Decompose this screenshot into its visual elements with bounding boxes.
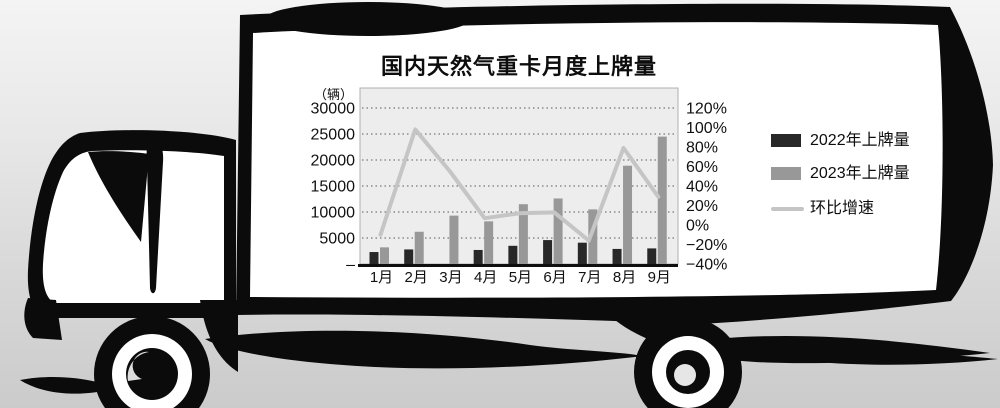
y-right-tick: 100% bbox=[686, 120, 727, 137]
truck-bumper bbox=[24, 298, 62, 340]
bar-2022年上牌量-7月 bbox=[577, 242, 587, 264]
x-tick-4月: 4月 bbox=[474, 269, 497, 286]
bar-2022年上牌量-5月 bbox=[508, 245, 518, 264]
y-right-tick: −20% bbox=[686, 237, 727, 254]
y-right-tick: 120% bbox=[686, 101, 727, 118]
legend-swatch-2022-bar bbox=[771, 134, 801, 147]
y-right-tick: −40% bbox=[686, 257, 727, 274]
y-left-tick: 5000 bbox=[319, 231, 355, 248]
x-tick-3月: 3月 bbox=[439, 269, 462, 286]
truck-box-top-curve bbox=[265, 2, 471, 36]
y-left-tick: 25000 bbox=[311, 127, 356, 144]
front-wheel-shadow bbox=[20, 376, 115, 394]
y-right-tick: 60% bbox=[686, 159, 718, 176]
y-left-tick: 10000 bbox=[311, 205, 356, 222]
bar-2023年上牌量-8月 bbox=[623, 165, 633, 264]
x-tick-8月: 8月 bbox=[613, 269, 636, 286]
bar-2022年上牌量-1月 bbox=[369, 252, 379, 264]
bar-2023年上牌量-1月 bbox=[380, 247, 389, 264]
legend-swatch-2023-bar bbox=[771, 167, 801, 180]
growth-line bbox=[378, 127, 661, 243]
x-tick-9月: 9月 bbox=[648, 269, 671, 286]
bar-2023年上牌量-4月 bbox=[484, 221, 494, 264]
rear-hub-center bbox=[674, 364, 696, 386]
legend-swatch-growth-line bbox=[771, 206, 804, 211]
x-tick-1月: 1月 bbox=[370, 269, 393, 286]
y-right-tick: 0% bbox=[686, 218, 709, 235]
y-left-tick: 30000 bbox=[311, 101, 356, 118]
front-hub-swirl bbox=[127, 351, 149, 381]
x-tick-2月: 2月 bbox=[405, 269, 428, 286]
front-wheel bbox=[94, 316, 210, 408]
bar-2023年上牌量-6月 bbox=[553, 198, 563, 264]
y-left-tick: 15000 bbox=[311, 179, 356, 196]
bar-2023年上牌量-5月 bbox=[518, 204, 528, 264]
bar-2022年上牌量-4月 bbox=[473, 249, 483, 264]
truck-cab-door-seam bbox=[146, 141, 164, 294]
x-tick-5月: 5月 bbox=[509, 269, 532, 286]
legend-label-growth: 环比增速 bbox=[810, 200, 875, 217]
truck-chassis bbox=[200, 300, 238, 372]
legend-item-2023: 2023年上牌量 bbox=[771, 165, 910, 182]
bar-2022年上牌量-9月 bbox=[647, 248, 657, 264]
truck-cab-window bbox=[88, 151, 149, 242]
x-tick-7月: 7月 bbox=[578, 269, 601, 286]
speed-swoosh-mid bbox=[205, 330, 643, 369]
bar-2022年上牌量-8月 bbox=[612, 248, 622, 264]
chart-title: 国内天然气重卡月度上牌量 bbox=[380, 54, 657, 79]
bar-2023年上牌量-3月 bbox=[449, 215, 459, 264]
speed-swoosh-rear-tail bbox=[745, 350, 998, 365]
bar-2023年上牌量-2月 bbox=[414, 231, 424, 264]
bar-2022年上牌量-6月 bbox=[543, 240, 553, 264]
legend-label-2022: 2022年上牌量 bbox=[810, 132, 910, 149]
rear-wheel bbox=[634, 318, 742, 408]
legend-label-2023: 2023年上牌量 bbox=[810, 165, 910, 182]
bar-2022年上牌量-2月 bbox=[404, 249, 414, 264]
y-left-tick: 20000 bbox=[311, 153, 356, 170]
bar-2023年上牌量-7月 bbox=[588, 209, 598, 264]
legend-item-growth: 环比增速 bbox=[771, 200, 910, 217]
y-right-tick: 40% bbox=[686, 179, 718, 196]
y-right-tick: 80% bbox=[686, 140, 718, 157]
y-left-tick: – bbox=[346, 257, 355, 274]
legend-item-2022: 2022年上牌量 bbox=[771, 132, 910, 149]
y-right-tick: 20% bbox=[686, 198, 718, 215]
x-tick-6月: 6月 bbox=[543, 269, 566, 286]
legend: 2022年上牌量 2023年上牌量 环比增速 bbox=[771, 132, 910, 217]
bar-2023年上牌量-9月 bbox=[657, 136, 667, 264]
y-axis-unit-label: （辆） bbox=[313, 87, 353, 102]
